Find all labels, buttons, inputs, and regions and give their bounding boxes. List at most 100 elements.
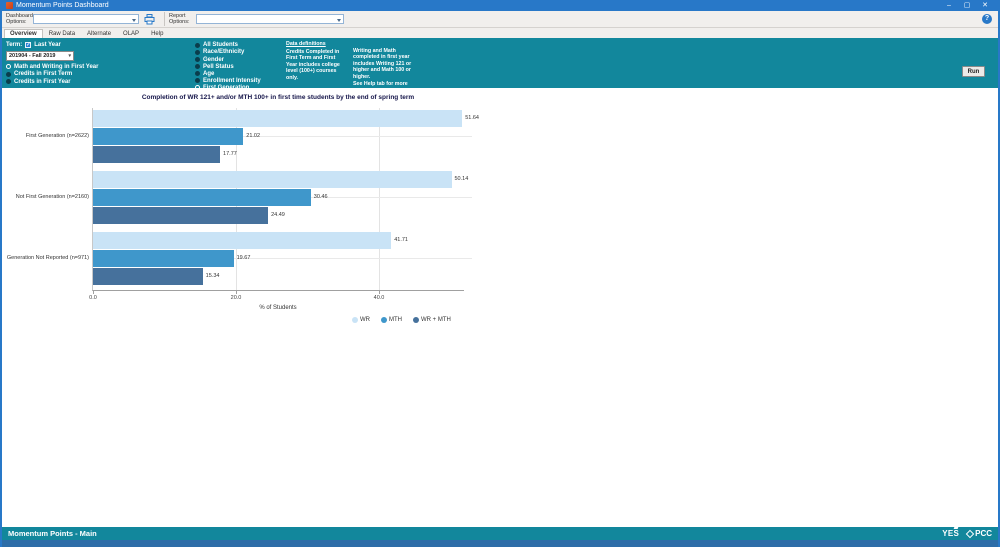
parameter-panel: Term: ✓ Last Year 201904 - Fall 2019 ▾ M… — [2, 38, 998, 94]
legend-label: WR + MTH — [421, 317, 451, 323]
radio-icon — [195, 78, 200, 84]
bar-value-label: 51.64 — [465, 115, 479, 121]
bar-row: 30.46 — [93, 189, 464, 206]
x-axis-label: % of Students — [259, 305, 297, 311]
pcc-diamond-icon — [965, 529, 975, 538]
breakdown-option-label: Race/Ethnicity — [203, 49, 245, 56]
bar-value-label: 24.49 — [271, 212, 285, 218]
tab-help[interactable]: Help — [151, 31, 164, 37]
chevron-down-icon: ▾ — [68, 53, 71, 59]
breakdown-option-race-ethnicity[interactable]: Race/Ethnicity — [195, 49, 261, 56]
category-label: First Generation (n=2622) — [25, 133, 89, 139]
chevron-down-icon — [132, 18, 136, 22]
tab-raw-data[interactable]: Raw Data — [48, 31, 76, 37]
bar-group-first-generation-n-2622: First Generation (n=2622) 51.64 21.02 17.77 — [26, 110, 479, 163]
x-tick-mark — [93, 291, 94, 294]
breakdown-option-label: Pell Status — [203, 63, 234, 70]
bar-wr[interactable] — [93, 232, 392, 249]
group-center-line — [93, 136, 472, 137]
legend-item-mth[interactable]: MTH — [381, 317, 402, 323]
bar-group-not-first-generation-n-2160: Not First Generation (n=2160) 50.14 30.46 2… — [16, 171, 472, 224]
bar-row: 17.77 — [93, 146, 464, 163]
gridline-vertical — [379, 108, 380, 290]
breakdown-option-enrollment-intensity[interactable]: Enrollment Intensity — [195, 78, 261, 84]
run-button[interactable]: Run — [962, 66, 985, 77]
close-button[interactable]: ✕ — [982, 2, 988, 9]
report-options-label: Report Options: — [169, 12, 190, 25]
breakdown-option-age[interactable]: Age — [195, 71, 261, 77]
legend-label: MTH — [389, 317, 402, 323]
status-title: Momentum Points - Main — [8, 529, 97, 538]
breakdown-option-pell-status[interactable]: Pell Status — [195, 64, 261, 70]
measure-option-math-and-writing-in-first-year[interactable]: Math and Writing in First Year — [6, 64, 98, 70]
category-label: Not First Generation (n=2160) — [15, 194, 89, 200]
measure-radio-group: Math and Writing in First Year Credits in… — [6, 64, 98, 85]
breakdown-option-label: Gender — [203, 56, 225, 63]
radio-icon — [6, 64, 11, 70]
bar-wr-mth[interactable] — [93, 207, 269, 224]
dashboard-options-combobox[interactable] — [33, 14, 139, 24]
x-tick-mark — [379, 291, 380, 294]
bar-mth[interactable] — [93, 189, 311, 206]
last-year-checkbox-label: Last Year — [34, 41, 61, 48]
bar-chart-plot: First Generation (n=2622) 51.64 21.02 17.77… — [7, 108, 479, 301]
radio-icon — [195, 42, 200, 48]
breakdown-option-label: First Generation — [203, 85, 249, 91]
print-icon[interactable] — [144, 13, 155, 25]
bar-row: 50.14 — [93, 171, 468, 188]
minimize-button[interactable]: – — [947, 2, 951, 9]
maximize-button[interactable]: ▢ — [963, 2, 971, 9]
bar-row: 21.02 — [93, 128, 464, 145]
bar-value-label: 17.77 — [223, 151, 237, 157]
bar-mth[interactable] — [93, 128, 244, 145]
bar-value-label: 41.71 — [394, 237, 408, 243]
report-options-combobox[interactable] — [196, 14, 344, 24]
app-icon — [6, 2, 13, 9]
radio-icon — [6, 79, 11, 85]
term-select-value: 201904 - Fall 2019 — [9, 53, 56, 59]
term-select[interactable]: 201904 - Fall 2019 ▾ — [6, 51, 74, 61]
tab-overview[interactable]: Overview — [4, 29, 43, 38]
x-tick-label: 0.0 — [89, 295, 97, 301]
bar-wr-mth[interactable] — [93, 146, 221, 163]
breakdown-option-gender[interactable]: Gender — [195, 57, 261, 63]
legend-item-wr[interactable]: WR — [352, 317, 370, 323]
bar-mth[interactable] — [93, 250, 234, 267]
tab-olap[interactable]: OLAP — [123, 31, 140, 37]
legend-dot-icon — [413, 317, 419, 323]
bar-group-generation-not-reported-n-971: Generation Not Reported (n=971) 41.71 19.6… — [7, 232, 472, 285]
term-label: Term: — [6, 41, 23, 48]
bar-wr[interactable] — [93, 110, 463, 127]
radio-icon — [195, 49, 200, 55]
bar-row: 41.71 — [93, 232, 464, 249]
toolbar-divider — [164, 12, 165, 26]
x-tick-mark — [236, 291, 237, 294]
tab-alternate[interactable]: Alternate — [87, 31, 112, 37]
legend-item-wr-mth[interactable]: WR + MTH — [413, 317, 451, 323]
radio-icon — [6, 71, 11, 77]
pcc-logo: PCC — [965, 529, 992, 538]
chart-title: Completion of WR 121+ and/or MTH 100+ in… — [141, 94, 415, 101]
bar-row: 15.34 — [93, 268, 464, 285]
breakdown-option-label: Age — [203, 70, 215, 77]
data-definitions-heading[interactable]: Data definitions — [286, 41, 326, 47]
help-icon[interactable]: ? — [982, 14, 992, 24]
pcc-logo-text: PCC — [975, 529, 992, 538]
data-definitions: Data definitions Credits Completed in Fi… — [286, 41, 420, 94]
breakdown-option-all-students[interactable]: All Students — [195, 42, 261, 48]
chart-legend: WR MTH WR + MTH — [352, 317, 451, 323]
chevron-down-icon — [337, 18, 341, 22]
dashboard-options-label: Dashboard Options: — [6, 12, 33, 25]
breakdown-radio-group: All Students Race/Ethnicity Gender Pell Sta… — [195, 41, 261, 91]
data-definitions-text-1: Credits Completed in First Term and Firs… — [286, 48, 340, 81]
bar-row: 19.67 — [93, 250, 464, 267]
bar-wr-mth[interactable] — [93, 268, 203, 285]
measure-option-label: Math and Writing in First Year — [14, 63, 99, 70]
bottom-strip — [2, 540, 998, 547]
measure-option-credits-in-first-term[interactable]: Credits in First Term — [6, 71, 98, 77]
last-year-checkbox[interactable]: ✓ — [25, 41, 32, 48]
bar-wr[interactable] — [93, 171, 452, 188]
legend-label: WR — [360, 317, 370, 323]
legend-dot-icon — [352, 317, 358, 323]
measure-option-credits-in-first-year[interactable]: Credits in First Year — [6, 79, 98, 85]
